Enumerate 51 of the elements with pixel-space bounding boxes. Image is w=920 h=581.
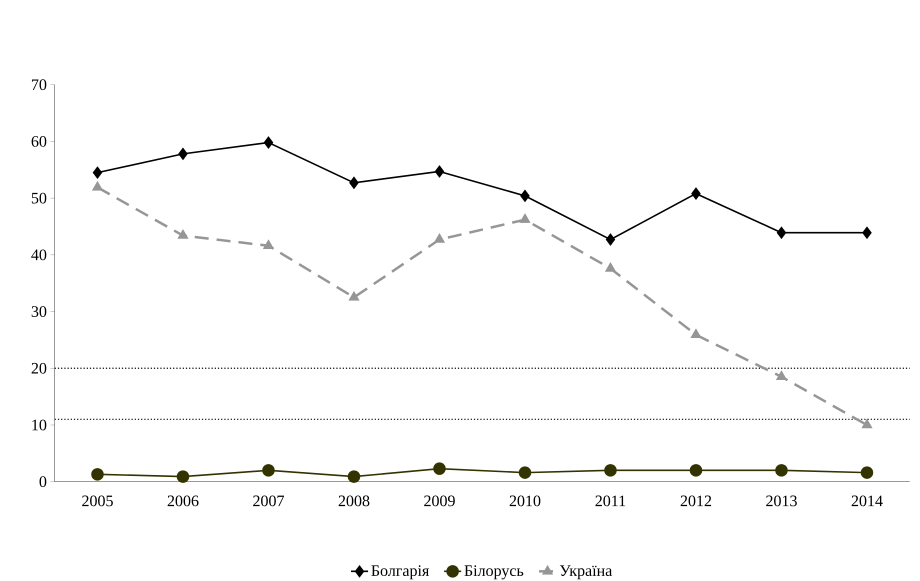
y-tick-label: 50	[32, 192, 46, 204]
point	[520, 189, 530, 202]
point	[690, 328, 702, 338]
point	[776, 370, 787, 380]
point	[690, 464, 702, 476]
x-tick-label: 2008	[338, 495, 370, 506]
x-tick-label: 2006	[168, 495, 198, 506]
point	[264, 136, 274, 149]
y-tick-label: 40	[31, 249, 46, 260]
point	[518, 466, 532, 479]
point	[348, 470, 360, 483]
y-tick-label: 20	[32, 362, 46, 374]
point	[178, 229, 188, 239]
point	[605, 262, 616, 272]
point	[92, 166, 102, 179]
y-tick-label: 10	[32, 419, 46, 430]
point	[91, 468, 104, 480]
point	[92, 180, 103, 190]
point	[348, 290, 360, 300]
point	[176, 470, 190, 483]
point	[862, 226, 872, 239]
x-tick-label: 2010	[510, 495, 540, 506]
point	[604, 464, 617, 476]
point	[606, 233, 616, 246]
legend-label: Болгарія	[371, 565, 430, 580]
x-tick-label: 2014	[852, 495, 883, 506]
x-tick-label: 2007	[253, 495, 284, 506]
point	[434, 165, 444, 178]
point	[178, 147, 188, 160]
point	[262, 464, 275, 476]
point	[434, 233, 445, 243]
point	[520, 213, 530, 223]
legend-label: Білорусь	[464, 565, 524, 580]
point	[433, 462, 446, 475]
x-tick-label: 2013	[766, 495, 797, 506]
x-tick-label: 2005	[82, 495, 113, 506]
point	[263, 239, 274, 249]
point	[776, 226, 786, 239]
y-tick-label: 0	[40, 476, 46, 487]
point	[775, 464, 788, 476]
point	[862, 418, 872, 428]
x-tick-label: 2009	[424, 495, 455, 506]
legend-label: Україна	[560, 565, 612, 580]
point	[860, 466, 874, 479]
y-tick-label: 60	[32, 136, 46, 147]
x-tick-label: 2012	[680, 495, 712, 506]
x-tick-label: 2011	[595, 495, 626, 506]
y-tick-label: 30	[32, 306, 46, 317]
point	[349, 176, 359, 189]
point	[691, 187, 701, 200]
y-tick-label: 70	[32, 79, 46, 90]
